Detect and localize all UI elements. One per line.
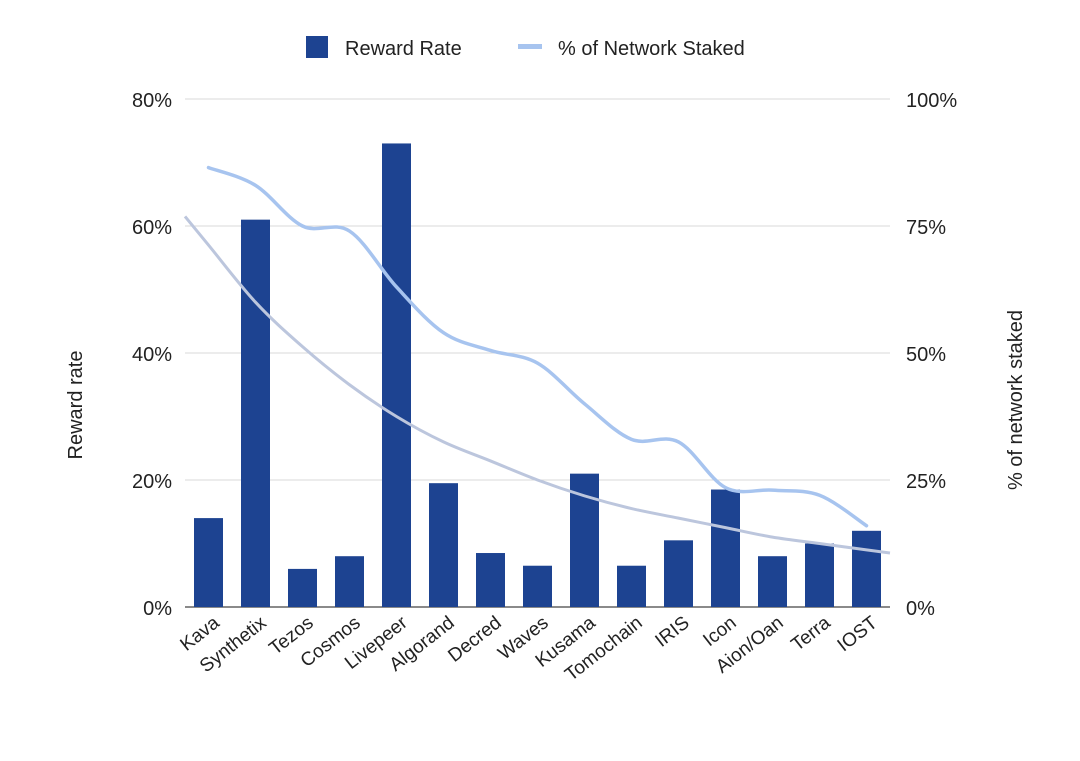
legend-swatch-reward-rate [306, 36, 328, 58]
point-tomochain [630, 437, 633, 441]
y-tick-left-0: 0% [143, 598, 172, 620]
bar-waves [523, 565, 552, 607]
y-tick-right-75: 75% [906, 217, 946, 239]
bar-cosmos [335, 556, 364, 607]
y-tick-right-0: 0% [906, 598, 935, 620]
point-iost [865, 524, 868, 528]
network-staked-path [206, 165, 869, 528]
legend-label-reward-rate: Reward Rate [345, 38, 462, 60]
y-tick-left-60: 60% [132, 217, 172, 239]
point-algorand [442, 331, 445, 335]
x-tick-decred: Decred [444, 612, 505, 666]
point-tezos [301, 224, 304, 228]
x-tick-iost: IOST [834, 612, 882, 656]
point-iris [677, 440, 680, 444]
point-icon [724, 486, 727, 490]
point-aion-oan [771, 488, 774, 492]
point-decred [489, 348, 492, 352]
point-kava [207, 166, 210, 170]
bar-synthetix [241, 219, 270, 607]
x-axis-labels: KavaSynthetixTezosCosmosLivepeerAlgorand… [177, 612, 882, 686]
point-cosmos [348, 229, 351, 233]
legend-swatch-network-staked [518, 44, 542, 49]
bar-livepeer [382, 143, 411, 607]
trendline [183, 215, 891, 555]
y-axis-title-right: % of network staked [1005, 310, 1027, 490]
bar-terra [805, 543, 834, 607]
bars [194, 143, 881, 607]
bar-iost [852, 530, 881, 607]
y-tick-left-80: 80% [132, 90, 172, 112]
bar-icon [711, 489, 740, 607]
y-tick-right-50: 50% [906, 344, 946, 366]
legend-label-network-staked: % of Network Staked [558, 38, 745, 60]
bar-aion-oan [758, 556, 787, 607]
y-tick-right-25: 25% [906, 471, 946, 493]
x-tick-terra: Terra [788, 612, 835, 655]
legend: Reward Rate % of Network Staked [306, 36, 745, 60]
bar-iris [664, 540, 693, 607]
gridlines [185, 98, 890, 608]
y-tick-left-20: 20% [132, 471, 172, 493]
point-terra [818, 493, 821, 497]
network-staked-line [206, 165, 869, 528]
reward-rate-trendline [183, 215, 891, 555]
bar-decred [476, 553, 505, 607]
point-waves [536, 361, 539, 365]
y-axis-right: 100% 75% 50% 25% 0% [906, 90, 957, 620]
bar-algorand [429, 483, 458, 607]
y-axis-title-left: Reward rate [65, 351, 87, 460]
x-tick-iris: IRIS [652, 612, 694, 651]
bar-tezos [288, 568, 317, 607]
y-tick-right-100: 100% [906, 90, 957, 112]
y-axis-left: 80% 60% 40% 20% 0% [132, 90, 172, 620]
point-livepeer [395, 285, 398, 289]
point-kusama [583, 402, 586, 406]
bar-tomochain [617, 565, 646, 607]
bar-kava [194, 518, 223, 607]
y-tick-left-40: 40% [132, 344, 172, 366]
point-synthetix [254, 183, 257, 187]
